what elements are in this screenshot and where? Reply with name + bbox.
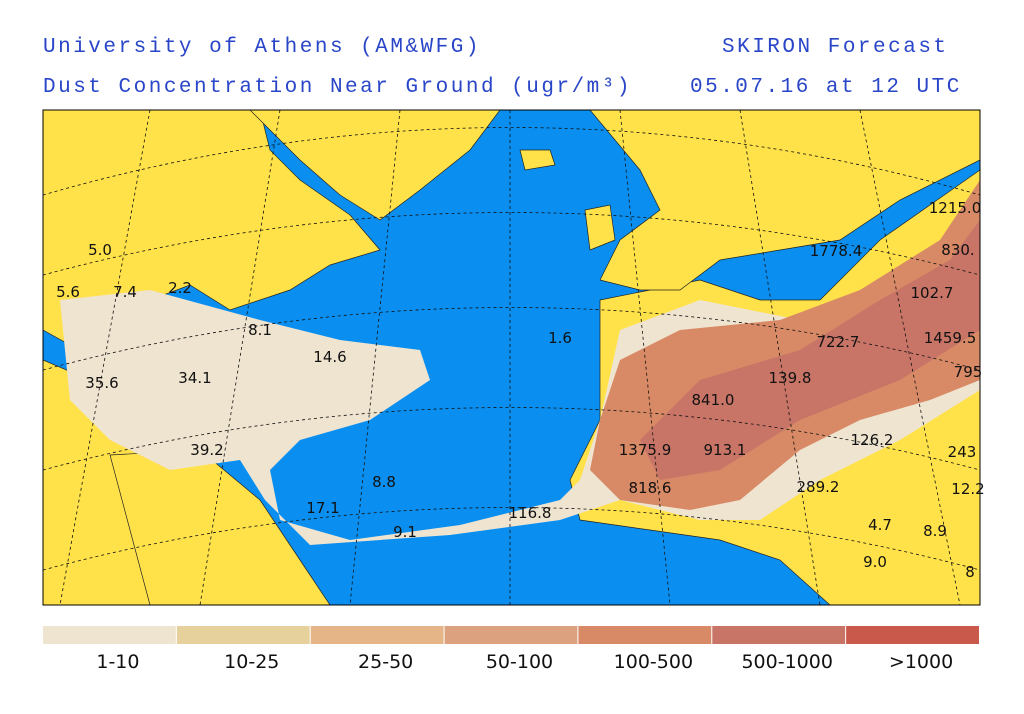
legend-swatch (310, 626, 444, 644)
dust-value: 17.1 (306, 499, 339, 517)
dust-value: 1375.9 (619, 441, 672, 459)
legend-label: 100-500 (614, 651, 693, 673)
legend-label: 25-50 (358, 651, 413, 673)
dust-value: 8 (965, 563, 975, 581)
dust-value: 126.2 (851, 431, 894, 449)
dust-value: 841.0 (692, 391, 735, 409)
dust-plume (60, 180, 980, 545)
dust-value: 8.1 (248, 321, 272, 339)
legend-swatch (712, 626, 846, 644)
dust-value: 9.0 (863, 553, 887, 571)
legend-label: 1-10 (96, 651, 139, 673)
dust-value: 1215.0 (929, 199, 982, 217)
legend-swatch (578, 626, 712, 644)
dust-value: 34.1 (178, 369, 211, 387)
dust-value: 8.8 (372, 473, 396, 491)
graticule (43, 110, 980, 605)
valid-time: 05.07.16 at 12 UTC (690, 76, 962, 99)
legend-swatch (43, 626, 176, 644)
legend-label: 10-25 (224, 651, 279, 673)
dust-value: 8.9 (923, 522, 947, 540)
dust-value: 4.7 (868, 516, 892, 534)
dust-value: 1778.4 (810, 242, 863, 260)
dust-value: 289.2 (797, 478, 840, 496)
dust-value: 7.4 (113, 283, 137, 301)
dust-value: 102.7 (911, 284, 954, 302)
dust-value: 243 (948, 443, 977, 461)
dust-value: 12.2 (951, 480, 984, 498)
dust-value: 35.6 (85, 374, 118, 392)
field: Dust Concentration Near Ground (ugr/m³) (43, 76, 632, 99)
legend-label: 500-1000 (741, 651, 832, 673)
legend-swatch (846, 626, 979, 644)
institution: University of Athens (AM&WFG) (43, 36, 481, 59)
dust-value: 2.2 (168, 279, 192, 297)
dust-value: 39.2 (190, 441, 223, 459)
dust-value: 1.6 (548, 329, 572, 347)
product: SKIRON Forecast (722, 36, 949, 59)
dust-value: 795 (954, 363, 983, 381)
dust-value: 818.6 (629, 479, 672, 497)
legend-swatch (176, 626, 310, 644)
dust-value: 14.6 (313, 348, 346, 366)
dust-value: 5.6 (56, 283, 80, 301)
dust-value: 722.7 (817, 333, 860, 351)
legend-label: >1000 (889, 651, 953, 673)
dust-value: 1459.5 (924, 329, 977, 347)
dust-value: 9.1 (393, 523, 417, 541)
dust-value: 139.8 (769, 369, 812, 387)
dust-value: 913.1 (704, 441, 747, 459)
dust-value: 116.8 (509, 504, 552, 522)
legend-label: 50-100 (486, 651, 553, 673)
dust-value: 5.0 (88, 241, 112, 259)
legend-swatch (444, 626, 578, 644)
dust-value: 830. (941, 241, 974, 259)
map-frame (42, 109, 981, 606)
